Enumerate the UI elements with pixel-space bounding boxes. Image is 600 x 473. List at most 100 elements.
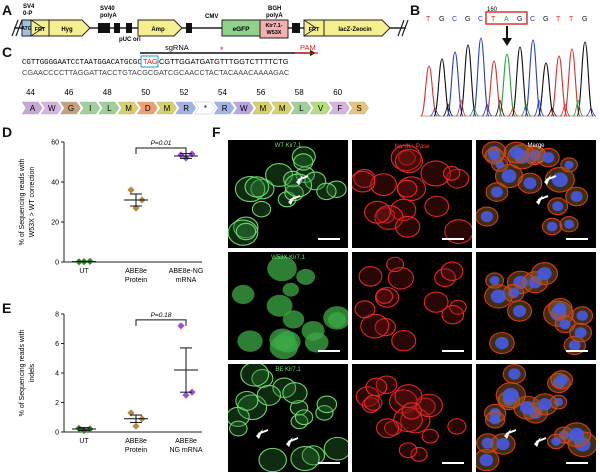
e-ytick-label-2: 2 [55,400,59,407]
micrograph-image-r0-c2 [476,141,589,236]
cell-r0-c0-16 [284,173,313,198]
scale-bar-r1-c2 [566,350,588,352]
cell-r0-c1-10 [370,173,397,197]
peak-0 [420,65,438,117]
cell-r0-c1-1 [390,198,417,222]
amp-label: Amp [151,27,165,33]
cell-r1-c1-5 [391,329,417,352]
aa-letter-4: L [107,104,112,113]
cell-r2-c1-8 [361,397,381,413]
aa-letter-17: S [356,104,361,113]
aa-arrow-11 [232,101,254,115]
channel-label-r1-c0: W53X Kir7.1 [271,255,305,261]
cmv-label: CMV [205,14,218,20]
nucleus-r2-c2-12 [496,438,510,451]
base-call-12: G [582,16,587,23]
nucleus-r2-c2-3 [508,368,521,380]
nucleus-r0-c2-16 [523,177,537,190]
e-category-1-1: Protein [125,447,147,454]
micrograph-image-r1-c2 [484,262,594,356]
frt2-label: FRT [309,27,320,33]
peak-10 [550,55,568,117]
cell-r0-c1-17 [364,200,391,224]
cell-r1-c0-7 [282,310,305,329]
seq-line2: CGAACCCCTTAGGATTACCTGTACGCGATCGCAACCTACT… [22,68,290,77]
nucleus-r2-c2-7 [551,437,561,446]
aa-arrow-17 [348,101,369,115]
scale-bar-r1-c0 [318,350,340,352]
minor-peak-4 [481,103,493,117]
nucleus-r2-c2-11 [519,400,535,415]
base-call-5: T [491,16,496,23]
d-ytick-label-20: 20 [51,220,59,227]
aa-arrow-14 [290,101,312,115]
e-point-2-2 [177,322,185,330]
aa-letter-12: M [260,104,267,113]
aa-arrow-1 [40,101,62,115]
e-point-1-0 [132,422,140,430]
cell-r1-c1-3 [441,305,465,325]
e-category-1-0: ABE8e [125,438,147,445]
aa-arrow-15 [309,101,331,115]
aa-letter-14: L [299,104,304,113]
aa-arrow-10 [213,101,235,115]
micrograph-image-r2-c2 [476,364,596,472]
cell-r1-c1-8 [386,256,405,273]
minor-peak-9 [546,107,558,117]
cell-r0-c1-11 [420,160,451,187]
kir-label-1: Kir7.1- [265,23,282,29]
bgh-label: BGH [268,6,281,12]
sv40-polya-label: polyA [100,13,117,19]
nucleus-r0-c2-15 [509,146,524,159]
nucleus-r0-c2-12 [552,201,564,212]
nucleus-r1-c2-0 [513,275,528,289]
e-bracket [135,319,187,326]
cell-r2-c0-12 [228,406,250,427]
e-ytick-label-4: 4 [55,371,59,378]
aa-number-44: 44 [26,88,35,97]
nucleus-r0-c2-8 [542,152,555,164]
micrograph-image-r1-c0 [231,256,348,360]
cell-r2-c1-15 [375,418,400,439]
minor-peak-1 [442,103,454,117]
e-pvalue: P=0.18 [151,312,172,319]
scale-bar-r2-c1 [442,462,464,464]
e-ytick-label-8: 8 [55,312,59,319]
cell-r2-c0-16 [240,364,270,387]
minor-peak-6 [507,107,519,117]
nucleus-r1-c2-9 [537,267,552,281]
cell-r0-c0-9 [244,176,270,198]
sv4-label: SV4 [23,4,35,10]
puc-label: pUC ori [119,37,141,43]
micrograph-r2-c1 [352,364,472,472]
cell-r2-c0-0 [289,399,309,416]
micrograph-r1-c0: W53X Kir7.1 [228,252,348,360]
micrograph-r2-c2 [476,364,596,472]
base-call-6: A [504,16,509,23]
peak-6 [498,53,516,117]
nucleus-r2-c2-10 [568,427,585,442]
cell-r1-c0-9 [269,328,296,351]
cell-r1-c0-12 [296,268,316,285]
e-ytick-label-6: 6 [55,341,59,348]
sv40-label: SV40 [100,6,115,12]
cell-r2-c0-17 [323,436,348,461]
arrow-head-r0-c0-1 [288,195,295,205]
cell-r2-c0-15 [290,446,320,472]
aa-arrow-4 [98,101,120,115]
codon-box [485,11,528,25]
aa-letter-2: G [68,104,74,113]
micrograph-image-r0-c0 [228,146,347,246]
atg-label: ATG [21,26,31,32]
cell-r0-c1-12 [352,170,376,193]
scale-bar-r0-c0 [318,238,340,240]
scale-bar-r1-c1 [442,350,464,352]
micrograph-r0-c0: WT Kir7.1 [228,140,348,248]
channel-label-r0-c2: Merge [527,143,545,149]
op-label: 0-P [23,11,32,17]
lacz-label: lacZ-Zeocin [338,27,372,33]
micrograph-r1-c1 [352,252,472,360]
cell-r0-c0-5 [251,200,272,218]
peak-9 [537,62,555,117]
nucleus-r0-c2-7 [495,160,505,169]
